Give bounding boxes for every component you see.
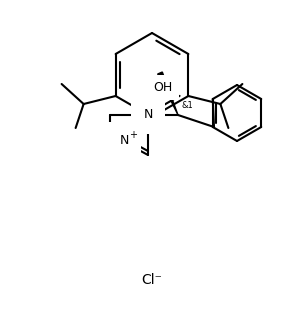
Text: N: N <box>119 135 129 148</box>
Polygon shape <box>158 72 178 115</box>
Text: N: N <box>143 108 153 122</box>
Text: OH: OH <box>154 81 173 94</box>
Text: &1: &1 <box>182 101 194 110</box>
Text: +: + <box>129 130 137 140</box>
Text: Cl⁻: Cl⁻ <box>141 273 163 287</box>
